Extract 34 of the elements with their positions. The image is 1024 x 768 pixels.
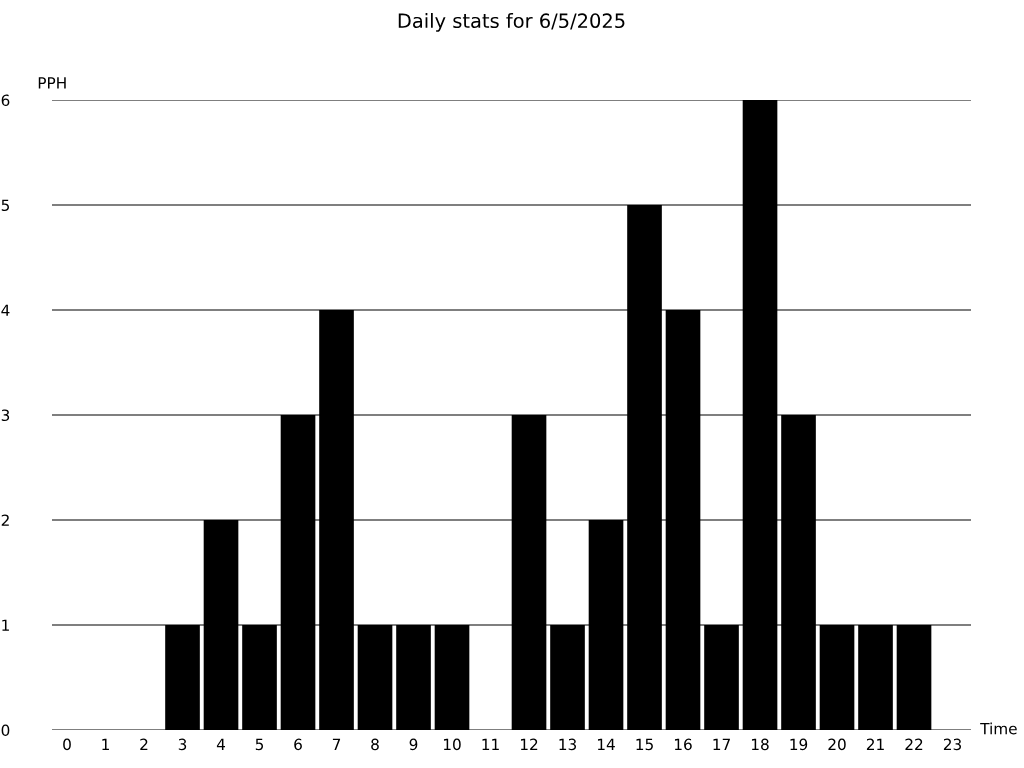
x-tick-label: 15 [636, 738, 653, 751]
y-tick-label: 0 [1, 724, 10, 737]
x-tick-label: 16 [674, 738, 692, 751]
x-tick-label: 17 [713, 738, 730, 750]
x-tick-label: 1 [102, 738, 109, 750]
x-tick-label: 20 [828, 738, 846, 751]
y-tick-label: 5 [1, 199, 9, 212]
x-tick-label: 3 [178, 738, 187, 751]
y-tick-label: 2 [1, 514, 9, 526]
x-tick-label: 12 [520, 738, 538, 750]
x-tick-label: 0 [63, 738, 71, 751]
x-tick-label: 11 [482, 738, 499, 750]
x-axis-title: Time [980, 722, 1017, 735]
x-tick-label: 23 [943, 738, 962, 751]
y-tick-label: 3 [1, 409, 10, 422]
chart-title: Daily stats for 6/5/2025 [398, 13, 625, 32]
x-tick-label: 14 [597, 738, 615, 750]
x-tick-label: 22 [905, 738, 923, 750]
x-tick-label: 9 [409, 738, 418, 751]
x-tick-label: 6 [294, 738, 302, 751]
x-tick-label: 2 [140, 738, 148, 750]
x-tick-label: 7 [332, 738, 341, 750]
x-tick-label: 4 [216, 738, 226, 750]
x-tick-label: 10 [443, 738, 461, 751]
y-tick-label: 1 [2, 619, 9, 631]
x-tick-label: 5 [255, 738, 264, 751]
y-tick-label: 6 [1, 94, 10, 107]
x-tick-label: 8 [371, 738, 379, 751]
x-tick-label: 21 [866, 738, 884, 750]
x-tick-label: 19 [790, 738, 808, 751]
x-tick-label: 13 [559, 738, 577, 751]
y-tick-label: 4 [1, 304, 10, 316]
x-tick-label: 18 [751, 738, 769, 751]
y-axis-title: PPH [38, 77, 66, 89]
